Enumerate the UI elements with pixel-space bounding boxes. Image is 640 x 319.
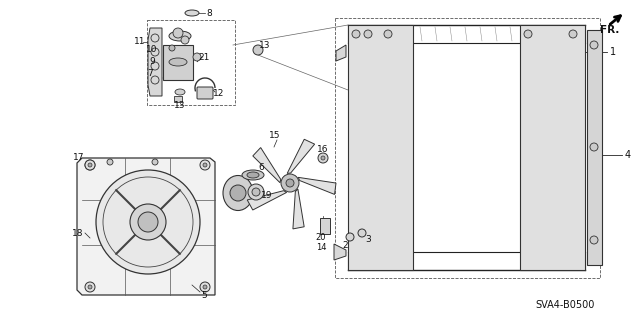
Text: 16: 16 <box>317 145 329 154</box>
Text: 17: 17 <box>73 152 84 161</box>
Bar <box>147 20 235 105</box>
Text: 9: 9 <box>149 57 155 66</box>
Circle shape <box>253 45 263 55</box>
Text: FR.: FR. <box>600 25 620 35</box>
Text: SVA4-B0500: SVA4-B0500 <box>535 300 595 310</box>
Ellipse shape <box>185 10 199 16</box>
Text: 1: 1 <box>610 47 616 57</box>
Circle shape <box>569 30 577 38</box>
Circle shape <box>169 45 175 51</box>
Circle shape <box>173 28 183 38</box>
Circle shape <box>590 143 598 151</box>
Circle shape <box>138 212 158 232</box>
Circle shape <box>364 30 372 38</box>
Circle shape <box>321 156 325 160</box>
Polygon shape <box>298 177 336 194</box>
Circle shape <box>85 282 95 292</box>
Bar <box>520 25 585 270</box>
Circle shape <box>203 285 207 289</box>
Circle shape <box>286 179 294 187</box>
Circle shape <box>524 30 532 38</box>
Bar <box>320 218 330 234</box>
Text: 4: 4 <box>625 150 631 160</box>
Text: 15: 15 <box>269 131 281 140</box>
Circle shape <box>181 36 189 44</box>
Circle shape <box>130 204 166 240</box>
Text: 11: 11 <box>134 38 146 47</box>
Circle shape <box>152 159 158 165</box>
Circle shape <box>85 160 95 170</box>
Text: 7: 7 <box>147 70 153 78</box>
Circle shape <box>352 30 360 38</box>
Polygon shape <box>336 45 346 61</box>
Text: 21: 21 <box>198 53 210 62</box>
Circle shape <box>590 236 598 244</box>
Ellipse shape <box>175 89 185 95</box>
Polygon shape <box>148 28 162 96</box>
Polygon shape <box>247 191 287 210</box>
Circle shape <box>230 185 246 201</box>
Ellipse shape <box>242 170 264 180</box>
Text: 3: 3 <box>365 235 371 244</box>
Circle shape <box>85 160 95 170</box>
Circle shape <box>248 184 264 200</box>
Circle shape <box>590 41 598 49</box>
Text: 5: 5 <box>201 291 207 300</box>
Polygon shape <box>287 139 315 174</box>
Circle shape <box>384 30 392 38</box>
Circle shape <box>358 229 366 237</box>
Text: 20: 20 <box>316 233 326 241</box>
Text: 6: 6 <box>258 164 264 173</box>
Circle shape <box>252 188 260 196</box>
Text: 12: 12 <box>213 90 225 99</box>
Circle shape <box>346 233 354 241</box>
Text: 19: 19 <box>261 191 273 201</box>
Text: 14: 14 <box>316 243 326 253</box>
Ellipse shape <box>247 172 259 178</box>
FancyBboxPatch shape <box>197 87 213 99</box>
Polygon shape <box>293 189 304 229</box>
Ellipse shape <box>169 58 187 66</box>
Bar <box>163 45 193 80</box>
Bar <box>174 96 182 102</box>
Circle shape <box>203 163 207 167</box>
Bar <box>587 30 602 265</box>
Circle shape <box>88 285 92 289</box>
Text: 2: 2 <box>342 241 348 249</box>
Ellipse shape <box>169 31 191 41</box>
Ellipse shape <box>223 175 253 211</box>
Circle shape <box>193 53 201 61</box>
Text: 13: 13 <box>259 41 271 49</box>
Text: 10: 10 <box>147 46 157 55</box>
Circle shape <box>107 159 113 165</box>
Polygon shape <box>334 244 346 260</box>
Circle shape <box>88 163 92 167</box>
Text: 13: 13 <box>174 100 186 109</box>
Circle shape <box>318 153 328 163</box>
Circle shape <box>200 160 210 170</box>
Circle shape <box>200 282 210 292</box>
Bar <box>335 18 600 278</box>
Bar <box>348 25 413 270</box>
Circle shape <box>281 174 299 192</box>
Text: 18: 18 <box>72 228 84 238</box>
Text: 8: 8 <box>206 9 212 18</box>
Polygon shape <box>77 158 215 295</box>
Polygon shape <box>253 148 281 183</box>
Circle shape <box>96 170 200 274</box>
